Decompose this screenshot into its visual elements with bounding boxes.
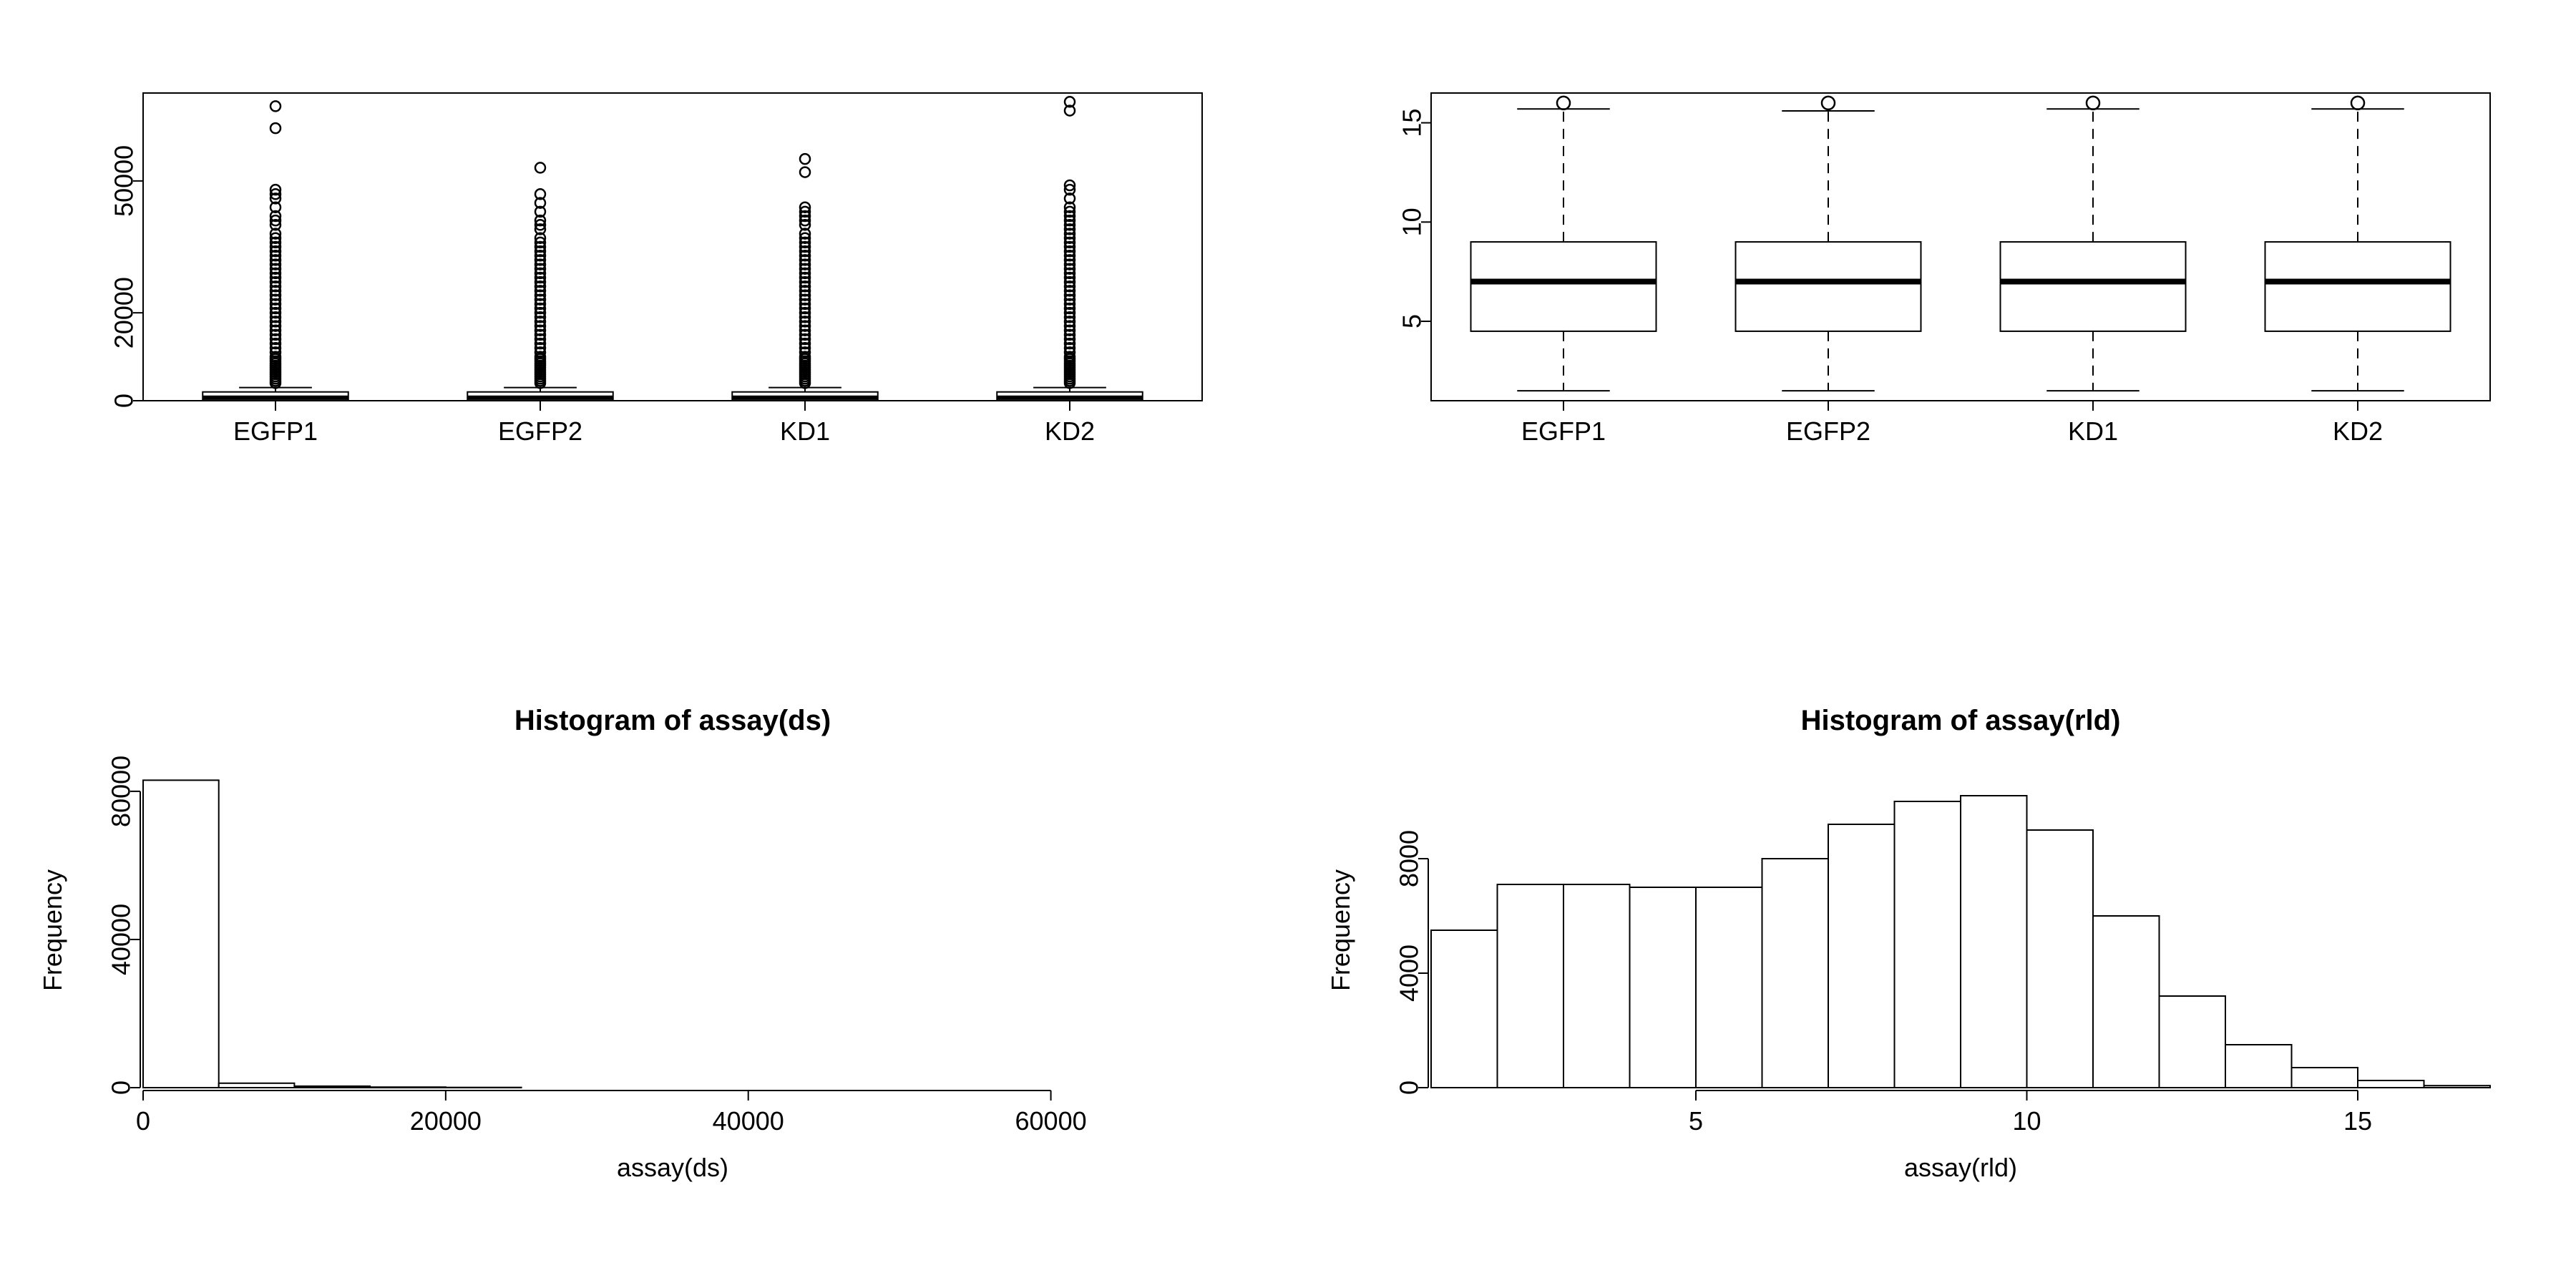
boxplot-raw: 0 20000 50000 EGFP1 EGFP2 KD1 KD2 xyxy=(0,0,1288,644)
svg-text:10: 10 xyxy=(2012,1106,2041,1136)
svg-text:80000: 80000 xyxy=(107,756,136,827)
svg-text:EGFP2: EGFP2 xyxy=(1786,416,1870,446)
svg-text:assay(ds): assay(ds) xyxy=(617,1153,728,1182)
svg-text:50000: 50000 xyxy=(109,145,139,217)
histogram-ds: Histogram of assay(ds) 0 20000 40000 60000 as… xyxy=(0,644,1288,1288)
svg-text:0: 0 xyxy=(109,394,139,408)
svg-text:EGFP1: EGFP1 xyxy=(1521,416,1606,446)
panel-top-right: 5 10 15 EGFP1 EGFP2 KD1 KD2 xyxy=(1288,0,2576,644)
svg-text:20000: 20000 xyxy=(410,1106,482,1136)
svg-text:5: 5 xyxy=(1397,314,1427,328)
plot-grid: 0 20000 50000 EGFP1 EGFP2 KD1 KD2 5 10 15 EGFP1 EG… xyxy=(0,0,2576,1288)
svg-text:15: 15 xyxy=(2343,1106,2372,1136)
panel-bottom-right: Histogram of assay(rld) 5 10 15 assay(rld) 0 4… xyxy=(1288,644,2576,1288)
svg-text:Frequency: Frequency xyxy=(1326,869,1355,991)
svg-text:0: 0 xyxy=(136,1106,150,1136)
svg-text:0: 0 xyxy=(1395,1080,1424,1095)
svg-text:assay(rld): assay(rld) xyxy=(1904,1153,2017,1182)
svg-text:4000: 4000 xyxy=(1395,945,1424,1002)
svg-text:KD2: KD2 xyxy=(1045,416,1095,446)
svg-text:KD1: KD1 xyxy=(2068,416,2118,446)
svg-text:10: 10 xyxy=(1397,208,1427,236)
svg-text:Histogram of assay(rld): Histogram of assay(rld) xyxy=(1801,705,2121,736)
svg-text:5: 5 xyxy=(1689,1106,1703,1136)
svg-text:15: 15 xyxy=(1397,109,1427,137)
svg-text:KD2: KD2 xyxy=(2333,416,2383,446)
boxplot-rlog: 5 10 15 EGFP1 EGFP2 KD1 KD2 xyxy=(1288,0,2576,644)
svg-text:40000: 40000 xyxy=(713,1106,784,1136)
svg-text:8000: 8000 xyxy=(1395,830,1424,887)
svg-text:KD1: KD1 xyxy=(780,416,830,446)
svg-text:Frequency: Frequency xyxy=(38,869,67,991)
histogram-rld: Histogram of assay(rld) 5 10 15 assay(rld) 0 4… xyxy=(1288,644,2576,1288)
svg-text:60000: 60000 xyxy=(1015,1106,1087,1136)
panel-top-left: 0 20000 50000 EGFP1 EGFP2 KD1 KD2 xyxy=(0,0,1288,644)
svg-text:20000: 20000 xyxy=(109,277,139,348)
svg-text:EGFP2: EGFP2 xyxy=(498,416,582,446)
svg-text:Histogram of assay(ds): Histogram of assay(ds) xyxy=(514,705,831,736)
svg-text:EGFP1: EGFP1 xyxy=(233,416,318,446)
svg-text:40000: 40000 xyxy=(107,904,136,975)
svg-text:0: 0 xyxy=(107,1080,136,1095)
panel-bottom-left: Histogram of assay(ds) 0 20000 40000 60000 as… xyxy=(0,644,1288,1288)
